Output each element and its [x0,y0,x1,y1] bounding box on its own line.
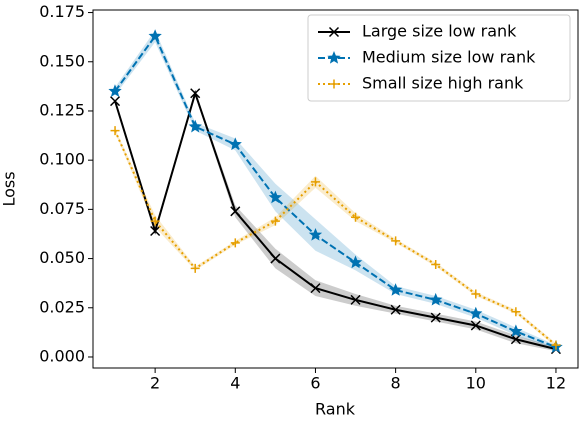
point-marker [431,259,441,269]
point-marker [150,216,160,226]
point-marker [469,306,483,320]
legend: Large size low rank Medium size low rank S… [307,14,571,102]
point-marker [430,312,441,323]
y-tick-label: 0.125 [39,100,85,119]
y-tick-label: 0.075 [39,199,85,218]
point-marker [551,340,561,350]
point-marker [511,307,521,317]
point-marker [471,289,481,299]
point-marker [429,292,443,306]
y-tick-label: 0.025 [39,297,85,316]
legend-marker [328,26,340,38]
point-marker [230,238,240,248]
legend-label: Medium size low rank [362,48,536,67]
x-tick-label: 8 [391,374,401,393]
series-line [114,34,557,349]
point-marker [190,88,201,99]
y-axis-label: Loss [0,171,19,206]
point-marker [228,137,242,151]
y-tick-label: 0.175 [39,2,85,21]
point-marker [188,119,202,133]
x-tick-label: 10 [466,374,486,393]
error-band [115,91,556,352]
plot-frame [92,9,579,369]
point-marker [190,263,200,273]
series-line [114,130,557,346]
point-marker [270,253,281,264]
point-marker [470,320,481,331]
point-marker [310,283,321,294]
point-marker [310,177,320,187]
x-tick-label: 2 [150,374,160,393]
x-axis-label: Rank [315,400,356,419]
point-marker [270,216,280,226]
point-marker [390,304,401,315]
point-marker [388,283,403,296]
legend-box [307,14,571,102]
y-tick-label: 0.050 [39,248,85,267]
point-marker [348,255,363,269]
point-marker [148,29,162,42]
point-marker [150,225,161,237]
y-tick-label: 0.000 [39,346,85,365]
legend-label: Small size high rank [362,74,524,93]
point-marker [391,236,401,246]
point-marker [230,206,241,217]
point-marker [108,84,122,97]
y-tick-label: 0.150 [39,51,85,70]
point-marker [110,96,121,107]
point-marker [110,126,120,136]
legend-marker [327,51,341,64]
y-tick-label: 0.100 [39,150,85,169]
point-marker [351,212,361,222]
x-tick-label: 6 [310,374,320,393]
point-marker [350,294,361,305]
series-line [114,89,557,351]
point-marker [268,190,283,204]
point-marker [308,228,323,241]
x-tick-label: 4 [230,374,240,393]
x-tick-label: 12 [546,374,566,393]
point-marker [509,324,523,338]
legend-label: Large size low rank [362,22,517,41]
legend-marker [329,79,339,89]
